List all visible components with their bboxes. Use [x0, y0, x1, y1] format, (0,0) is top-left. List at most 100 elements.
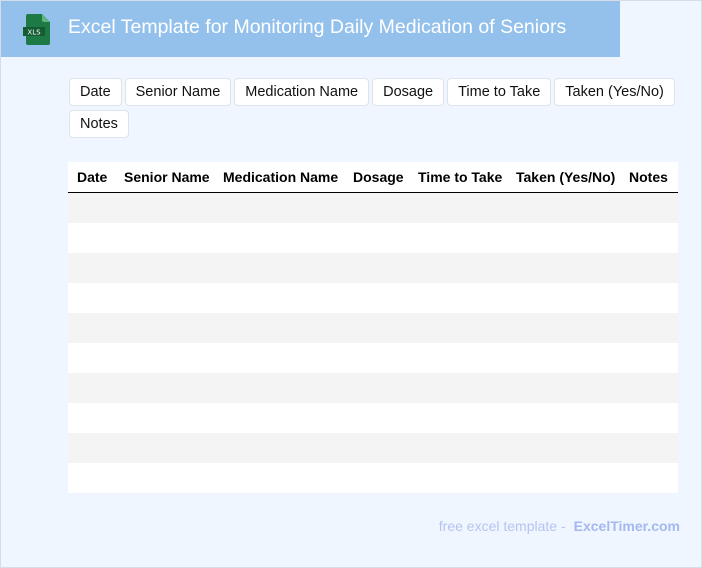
header-banner: XLS Excel Template for Monitoring Daily …	[1, 1, 620, 57]
table-cell[interactable]	[620, 223, 678, 253]
table-cell[interactable]	[409, 223, 507, 253]
table-cell[interactable]	[507, 313, 620, 343]
field-chip-dosage[interactable]: Dosage	[372, 78, 445, 106]
table-cell[interactable]	[115, 463, 214, 493]
table-cell[interactable]	[68, 223, 115, 253]
table-cell[interactable]	[214, 403, 344, 433]
table-cell[interactable]	[68, 283, 115, 313]
table-cell[interactable]	[214, 463, 344, 493]
table-cell[interactable]	[344, 253, 409, 283]
table-cell[interactable]	[115, 433, 214, 463]
table-row	[68, 192, 678, 223]
table-cell[interactable]	[115, 403, 214, 433]
table-cell[interactable]	[620, 373, 678, 403]
table-cell[interactable]	[68, 463, 115, 493]
table-cell[interactable]	[68, 253, 115, 283]
table-cell[interactable]	[409, 283, 507, 313]
column-header-time-to-take: Time to Take	[409, 162, 507, 193]
column-header-taken: Taken (Yes/No)	[507, 162, 620, 193]
table-cell[interactable]	[344, 192, 409, 223]
table-cell[interactable]	[620, 343, 678, 373]
table-cell[interactable]	[214, 283, 344, 313]
table-cell[interactable]	[409, 433, 507, 463]
table-cell[interactable]	[115, 343, 214, 373]
table-cell[interactable]	[344, 373, 409, 403]
xls-icon-label: XLS	[27, 29, 41, 37]
table-cell[interactable]	[507, 283, 620, 313]
footer-text: free excel template -	[438, 518, 566, 534]
table-cell[interactable]	[620, 283, 678, 313]
table-row	[68, 223, 678, 253]
table-header-row: Date Senior Name Medication Name Dosage …	[68, 162, 678, 193]
table-cell[interactable]	[409, 343, 507, 373]
table-cell[interactable]	[344, 283, 409, 313]
table-cell[interactable]	[507, 253, 620, 283]
table-cell[interactable]	[344, 343, 409, 373]
table-cell[interactable]	[68, 343, 115, 373]
field-chip-time-to-take[interactable]: Time to Take	[447, 78, 552, 106]
field-chip-taken[interactable]: Taken (Yes/No)	[554, 78, 675, 106]
table-cell[interactable]	[344, 463, 409, 493]
table-cell[interactable]	[620, 403, 678, 433]
table-cell[interactable]	[214, 223, 344, 253]
field-chip-medication-name[interactable]: Medication Name	[234, 78, 370, 106]
table-cell[interactable]	[507, 433, 620, 463]
field-chip-notes[interactable]: Notes	[69, 110, 129, 138]
table-cell[interactable]	[409, 253, 507, 283]
field-chips: Date Senior Name Medication Name Dosage …	[69, 78, 689, 138]
table-cell[interactable]	[115, 253, 214, 283]
table-cell[interactable]	[68, 192, 115, 223]
table-cell[interactable]	[620, 463, 678, 493]
table-row	[68, 343, 678, 373]
footer: free excel template - ExcelTimer.com	[439, 518, 680, 534]
table-cell[interactable]	[507, 403, 620, 433]
medication-table: Date Senior Name Medication Name Dosage …	[68, 162, 678, 493]
table-row	[68, 373, 678, 403]
table-cell[interactable]	[344, 313, 409, 343]
table-cell[interactable]	[214, 433, 344, 463]
xls-file-icon: XLS	[23, 14, 50, 45]
field-chip-date[interactable]: Date	[69, 78, 122, 106]
column-header-notes: Notes	[620, 162, 678, 193]
table-cell[interactable]	[620, 253, 678, 283]
table-cell[interactable]	[214, 313, 344, 343]
table-cell[interactable]	[507, 192, 620, 223]
table-cell[interactable]	[214, 343, 344, 373]
table-cell[interactable]	[409, 403, 507, 433]
table-cell[interactable]	[620, 313, 678, 343]
table-cell[interactable]	[409, 373, 507, 403]
table-cell[interactable]	[344, 223, 409, 253]
table-cell[interactable]	[68, 373, 115, 403]
table-cell[interactable]	[507, 463, 620, 493]
column-header-senior-name: Senior Name	[115, 162, 214, 193]
table-cell[interactable]	[344, 403, 409, 433]
footer-link[interactable]: ExcelTimer.com	[573, 518, 680, 534]
table-cell[interactable]	[115, 373, 214, 403]
column-header-dosage: Dosage	[344, 162, 409, 193]
table-cell[interactable]	[115, 192, 214, 223]
table-cell[interactable]	[68, 403, 115, 433]
table-cell[interactable]	[507, 223, 620, 253]
table-row	[68, 463, 678, 493]
table-cell[interactable]	[409, 463, 507, 493]
table-row	[68, 313, 678, 343]
table-cell[interactable]	[115, 283, 214, 313]
table-cell[interactable]	[507, 373, 620, 403]
table-cell[interactable]	[68, 313, 115, 343]
table-cell[interactable]	[214, 253, 344, 283]
table-cell[interactable]	[344, 433, 409, 463]
table-cell[interactable]	[620, 192, 678, 223]
table-cell[interactable]	[409, 192, 507, 223]
field-chip-senior-name[interactable]: Senior Name	[124, 78, 232, 106]
table-cell[interactable]	[214, 373, 344, 403]
column-header-date: Date	[68, 162, 115, 193]
table-row	[68, 283, 678, 313]
table-cell[interactable]	[115, 223, 214, 253]
table-cell[interactable]	[409, 313, 507, 343]
table-cell[interactable]	[620, 433, 678, 463]
table-cell[interactable]	[507, 343, 620, 373]
column-header-medication-name: Medication Name	[214, 162, 344, 193]
table-cell[interactable]	[115, 313, 214, 343]
table-cell[interactable]	[214, 192, 344, 223]
table-cell[interactable]	[68, 433, 115, 463]
